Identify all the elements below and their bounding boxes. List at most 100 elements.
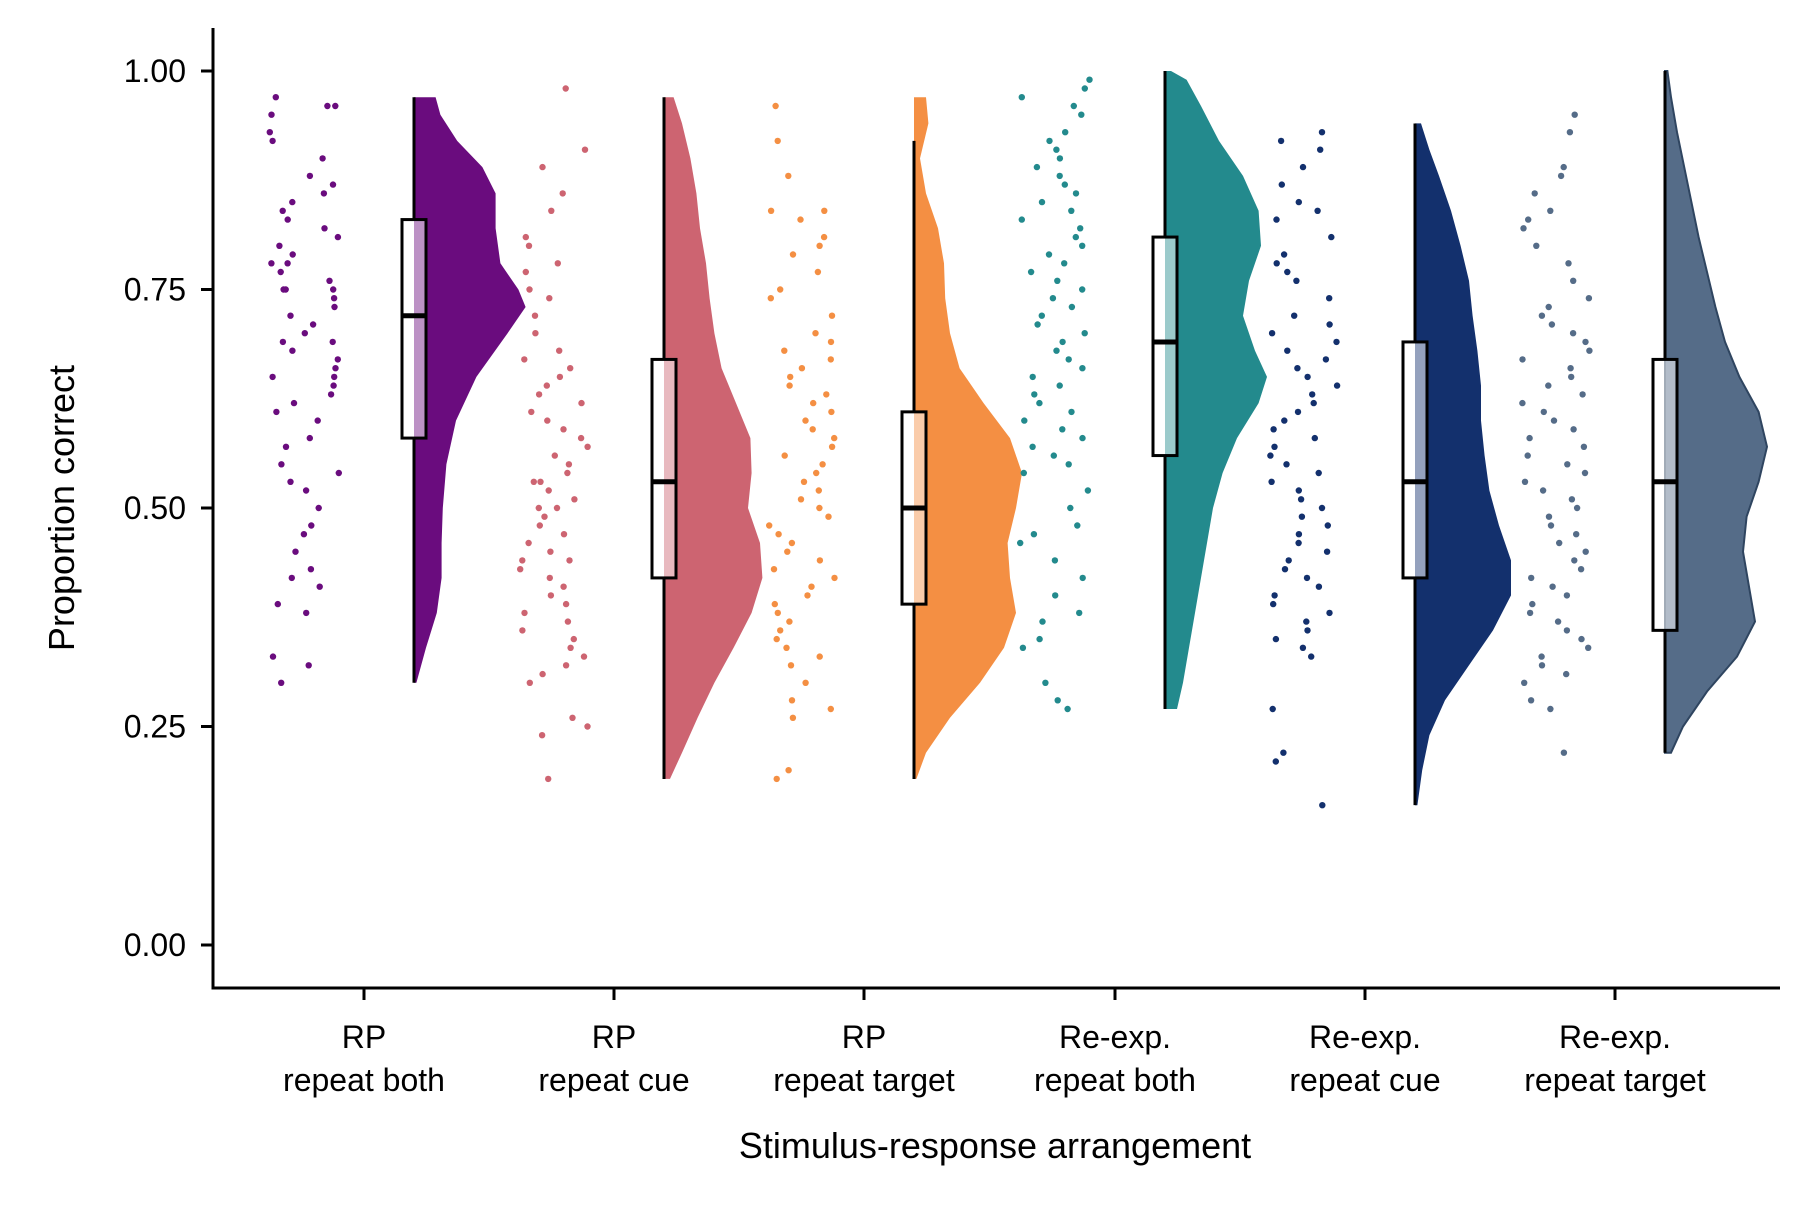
data-point xyxy=(566,557,573,564)
data-point xyxy=(1520,225,1527,232)
data-point xyxy=(1021,417,1028,424)
data-point xyxy=(1280,251,1288,258)
data-point xyxy=(1281,566,1289,573)
data-point xyxy=(1059,426,1066,433)
data-point xyxy=(268,260,275,267)
data-point xyxy=(1318,129,1326,136)
data-point xyxy=(1268,330,1276,337)
data-point xyxy=(531,312,539,319)
data-point xyxy=(538,732,546,739)
data-point xyxy=(1323,548,1331,555)
data-point xyxy=(1299,163,1307,171)
data-point xyxy=(1308,653,1315,660)
data-point xyxy=(284,260,291,267)
data-point xyxy=(1557,172,1565,180)
data-point xyxy=(1074,522,1081,529)
data-point xyxy=(1315,583,1323,590)
data-point xyxy=(825,513,832,520)
data-point xyxy=(804,592,811,599)
x-tick-label-line2: repeat cue xyxy=(538,1062,689,1098)
data-point xyxy=(547,548,554,555)
data-point xyxy=(1056,382,1063,389)
data-point xyxy=(1051,557,1059,564)
data-point xyxy=(1295,487,1303,494)
data-point xyxy=(1281,417,1288,424)
data-point xyxy=(766,522,773,529)
data-point xyxy=(1291,312,1298,319)
data-point xyxy=(1326,609,1333,617)
data-point xyxy=(559,190,566,197)
data-point xyxy=(813,469,820,477)
data-point xyxy=(787,373,794,381)
data-point xyxy=(1298,513,1306,520)
data-point xyxy=(819,461,826,468)
data-point xyxy=(303,609,310,617)
data-point xyxy=(300,531,308,538)
data-point xyxy=(1521,478,1529,485)
data-point xyxy=(1547,522,1555,529)
data-point xyxy=(785,767,792,774)
data-point xyxy=(560,583,567,590)
data-point xyxy=(1272,758,1280,765)
data-point xyxy=(274,600,281,608)
data-point xyxy=(1571,111,1578,118)
data-point xyxy=(268,111,275,118)
data-point xyxy=(1563,592,1571,599)
data-point xyxy=(307,566,315,573)
data-point xyxy=(525,242,533,249)
data-point xyxy=(528,408,535,416)
data-point xyxy=(1299,644,1307,651)
data-point xyxy=(530,478,537,485)
data-point xyxy=(1563,670,1570,678)
data-point xyxy=(1549,583,1556,590)
x-tick-label-line1: Re-exp. xyxy=(1309,1019,1421,1055)
data-point xyxy=(1050,452,1058,459)
data-point xyxy=(1081,330,1088,337)
data-point xyxy=(539,670,546,678)
y-tick-label: 1.00 xyxy=(124,53,186,89)
data-point xyxy=(1579,391,1586,398)
data-point xyxy=(781,347,788,354)
data-point xyxy=(774,137,781,145)
data-point xyxy=(1056,155,1064,162)
data-point xyxy=(1020,469,1027,477)
data-point xyxy=(554,260,561,267)
box-iqr xyxy=(1401,340,1429,580)
data-point xyxy=(1304,627,1311,634)
data-point xyxy=(1578,635,1585,643)
data-point xyxy=(777,286,784,293)
data-point xyxy=(1079,434,1086,442)
data-point xyxy=(1059,338,1066,346)
data-point xyxy=(1280,749,1287,756)
data-point xyxy=(334,356,341,363)
data-point xyxy=(1539,487,1547,494)
data-point xyxy=(1573,504,1581,512)
data-point xyxy=(1065,461,1072,468)
data-point xyxy=(1072,233,1080,241)
data-point xyxy=(1582,548,1589,555)
data-point xyxy=(816,504,823,512)
data-point xyxy=(306,434,313,442)
density-cloud-2 xyxy=(914,97,1022,779)
data-point xyxy=(1519,399,1526,407)
data-point xyxy=(816,557,824,564)
data-point xyxy=(522,233,529,241)
data-point xyxy=(1270,600,1277,608)
data-point xyxy=(828,443,836,450)
data-point xyxy=(1053,347,1060,354)
data-point xyxy=(301,330,308,337)
data-point xyxy=(551,452,558,459)
y-tick-label: 0.25 xyxy=(124,709,186,745)
data-point xyxy=(1297,496,1305,503)
data-point xyxy=(1547,207,1554,214)
x-tick-label-line2: repeat both xyxy=(1034,1062,1196,1098)
data-point xyxy=(789,714,797,721)
data-point xyxy=(578,399,585,407)
data-point xyxy=(1272,635,1280,643)
data-point xyxy=(1278,181,1286,188)
data-point xyxy=(1054,697,1061,704)
data-point xyxy=(1029,443,1036,450)
data-point xyxy=(1054,277,1061,284)
data-point xyxy=(1068,303,1076,311)
data-point xyxy=(1031,391,1038,398)
